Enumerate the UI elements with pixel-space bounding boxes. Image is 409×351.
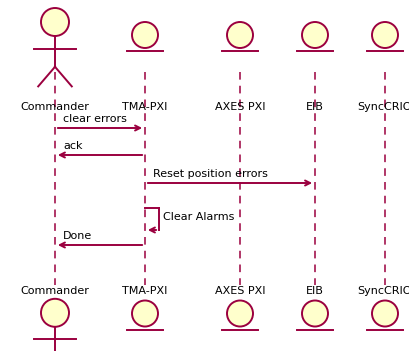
Text: TMA-PXI: TMA-PXI bbox=[122, 286, 167, 296]
Circle shape bbox=[301, 22, 327, 48]
Text: TMA-PXI: TMA-PXI bbox=[122, 102, 167, 112]
Text: EIB: EIB bbox=[305, 286, 323, 296]
Text: EIB: EIB bbox=[305, 102, 323, 112]
Circle shape bbox=[132, 300, 157, 326]
Circle shape bbox=[301, 300, 327, 326]
Text: SyncCRIO: SyncCRIO bbox=[357, 286, 409, 296]
Text: AXES PXI: AXES PXI bbox=[214, 286, 265, 296]
Text: AXES PXI: AXES PXI bbox=[214, 102, 265, 112]
Circle shape bbox=[41, 8, 69, 36]
Circle shape bbox=[41, 299, 69, 327]
Circle shape bbox=[227, 22, 252, 48]
Text: SyncCRIO: SyncCRIO bbox=[357, 102, 409, 112]
Circle shape bbox=[132, 22, 157, 48]
Text: ack: ack bbox=[63, 141, 82, 151]
Circle shape bbox=[371, 300, 397, 326]
Circle shape bbox=[227, 300, 252, 326]
Text: Clear Alarms: Clear Alarms bbox=[163, 212, 234, 222]
Text: clear errors: clear errors bbox=[63, 114, 126, 124]
Circle shape bbox=[371, 22, 397, 48]
Text: Reset position errors: Reset position errors bbox=[153, 169, 267, 179]
Text: Commander: Commander bbox=[20, 102, 89, 112]
Text: Done: Done bbox=[63, 231, 92, 241]
Text: Commander: Commander bbox=[20, 286, 89, 296]
